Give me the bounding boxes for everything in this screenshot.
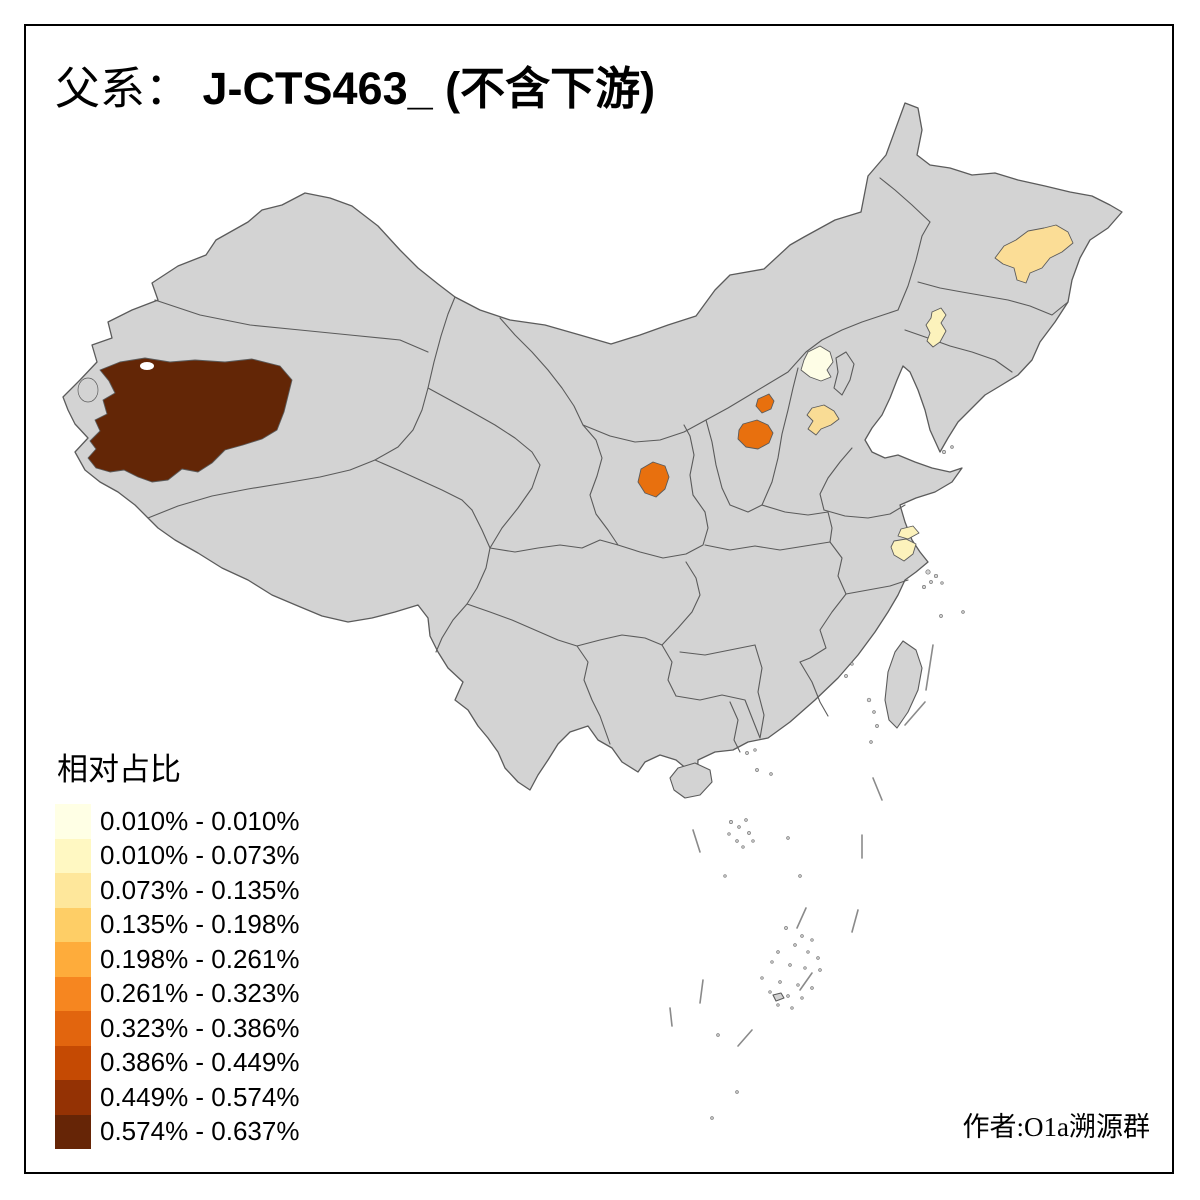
legend-row: 0.135% - 0.198% bbox=[55, 907, 300, 942]
legend-label-10: 0.574% - 0.637% bbox=[100, 1116, 300, 1147]
province-borders bbox=[147, 177, 1069, 753]
plot-border bbox=[24, 24, 1174, 1174]
legend-label-5: 0.198% - 0.261% bbox=[100, 943, 300, 974]
legend-row: 0.198% - 0.261% bbox=[55, 942, 299, 977]
legend-row: 0.449% - 0.574% bbox=[55, 1080, 299, 1115]
legend-swatch-6 bbox=[55, 976, 91, 1011]
legend-row: 0.261% - 0.323% bbox=[55, 976, 300, 1011]
author-attribution: 作者:O1a溯源群 bbox=[962, 1112, 1150, 1142]
region-shanxi-south bbox=[737, 419, 774, 450]
legend-label-9: 0.449% - 0.574% bbox=[100, 1081, 300, 1112]
legend-swatch-2 bbox=[55, 838, 91, 873]
highlighted-regions bbox=[77, 224, 1074, 562]
legend-row: 0.010% - 0.010% bbox=[55, 804, 299, 839]
legend-label-8: 0.386% - 0.449% bbox=[100, 1047, 300, 1078]
legend-swatch-3 bbox=[55, 873, 91, 908]
region-heilongjiang bbox=[994, 224, 1074, 284]
region-shanxi-north bbox=[755, 393, 775, 414]
region-shandong-north bbox=[806, 404, 840, 436]
region-west-xinjiang-lake bbox=[140, 362, 154, 370]
spratly-islet bbox=[772, 992, 785, 1002]
title-haplogroup-code: J-CTS463_ bbox=[190, 63, 446, 114]
page-title: 父系： J-CTS463_ (不含下游) bbox=[55, 52, 655, 117]
legend-row: 0.386% - 0.449% bbox=[55, 1045, 300, 1080]
title-prefix: 父系： bbox=[55, 64, 191, 114]
legend-swatch-1 bbox=[55, 804, 91, 839]
legend-label-3: 0.073% - 0.135% bbox=[100, 874, 300, 905]
legend-swatch-9 bbox=[55, 1080, 91, 1115]
hainan-island bbox=[669, 762, 713, 799]
region-jilin bbox=[925, 307, 947, 348]
region-jiangsu-south bbox=[890, 538, 917, 562]
legend-swatch-5 bbox=[55, 942, 91, 977]
nine-dash-line bbox=[669, 644, 934, 1047]
legend-swatch-10 bbox=[55, 1114, 91, 1149]
legend-label-4: 0.135% - 0.198% bbox=[100, 909, 300, 940]
legend-swatch-4 bbox=[55, 907, 91, 942]
legend-row: 0.323% - 0.386% bbox=[55, 1011, 299, 1046]
legend-label-6: 0.261% - 0.323% bbox=[100, 978, 300, 1009]
islands bbox=[669, 640, 923, 1002]
legend-label-7: 0.323% - 0.386% bbox=[100, 1012, 300, 1043]
legend-row: 0.010% - 0.073% bbox=[55, 838, 300, 873]
sea-islands bbox=[710, 445, 965, 1120]
region-jiangsu-north bbox=[897, 525, 920, 540]
legend-title: 相对占比 bbox=[57, 752, 181, 787]
legend-row: 0.574% - 0.637% bbox=[55, 1114, 300, 1149]
region-west-xinjiang-inlet bbox=[77, 377, 99, 403]
china-mainland bbox=[62, 102, 1123, 791]
legend-label-1: 0.010% - 0.010% bbox=[100, 805, 300, 836]
region-beijing bbox=[800, 345, 834, 382]
legend-row: 0.073% - 0.135% bbox=[55, 873, 299, 908]
region-shaanxi-central bbox=[637, 461, 670, 498]
taiwan-island bbox=[884, 640, 923, 729]
legend-swatch-8 bbox=[55, 1045, 91, 1080]
legend: 相对占比 0.010% - 0.010% 0.010% - 0.073% 0.0… bbox=[55, 744, 299, 1149]
legend-swatch-7 bbox=[55, 1011, 91, 1046]
region-west-xinjiang bbox=[87, 357, 293, 483]
legend-label-2: 0.010% - 0.073% bbox=[100, 840, 300, 871]
title-suffix: (不含下游) bbox=[445, 63, 656, 114]
